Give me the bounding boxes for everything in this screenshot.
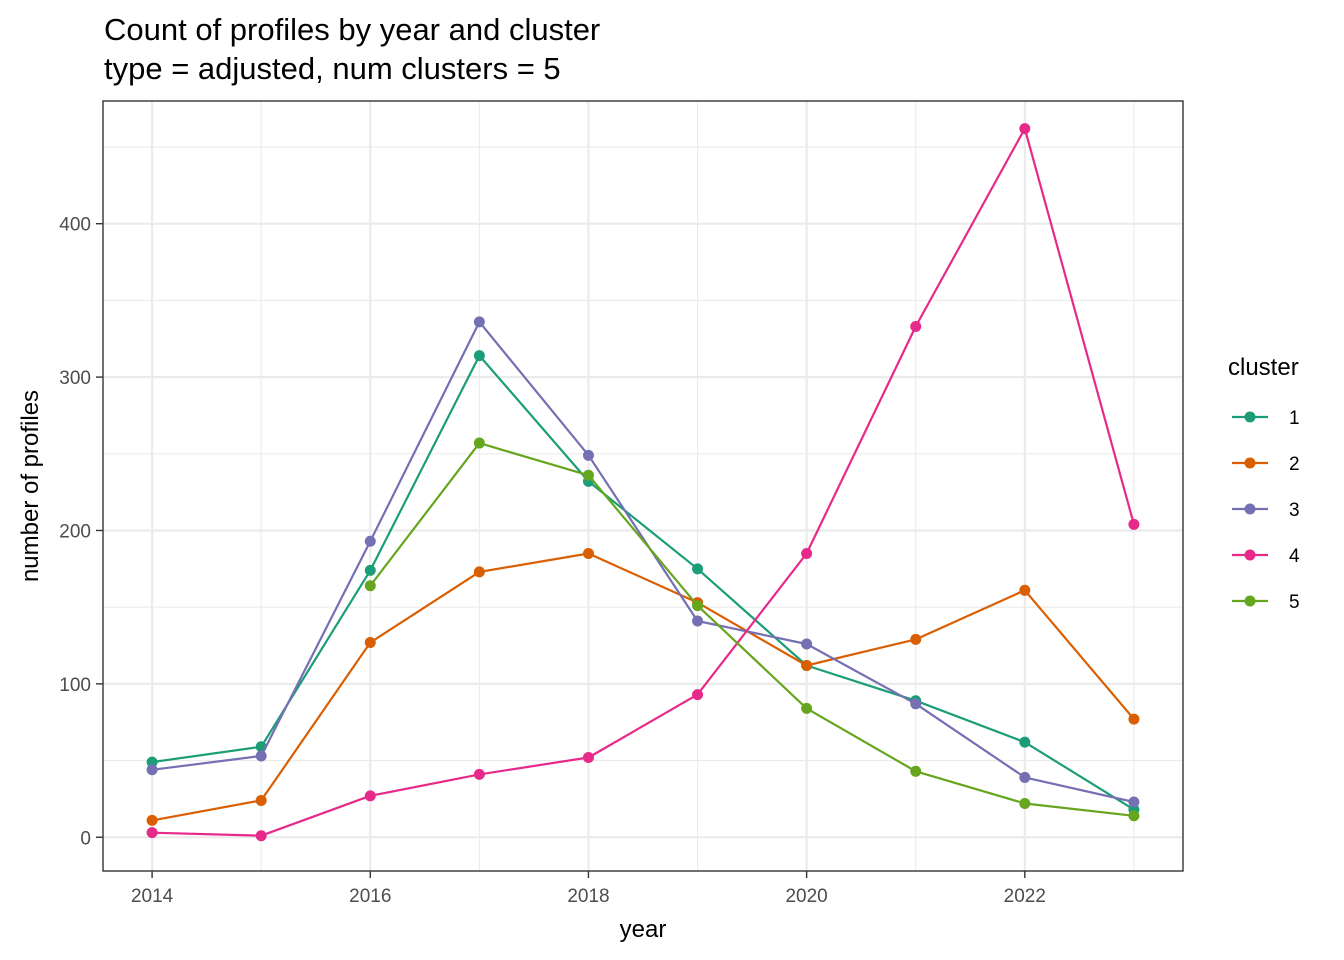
legend-item-2: 2 xyxy=(1232,454,1300,475)
data-point xyxy=(1019,736,1031,748)
data-point xyxy=(1019,771,1031,783)
data-point xyxy=(364,636,376,648)
data-point xyxy=(1019,123,1031,135)
legend-key-point xyxy=(1244,457,1256,469)
x-tick-label: 2016 xyxy=(349,886,391,907)
data-point xyxy=(146,756,158,768)
data-point xyxy=(1128,518,1140,530)
series-3 xyxy=(146,316,1140,808)
series-line-1 xyxy=(151,354,1135,811)
legend-item-5: 5 xyxy=(1232,592,1300,613)
legend-item-4: 4 xyxy=(1232,546,1300,567)
data-point xyxy=(364,580,376,592)
x-tick-label: 2022 xyxy=(1004,886,1046,907)
data-point xyxy=(801,702,813,714)
data-point xyxy=(146,814,158,826)
data-point xyxy=(473,437,485,449)
data-point xyxy=(801,547,813,559)
legend-label: 2 xyxy=(1289,454,1300,475)
legend: cluster 1 2 3 4 5 xyxy=(1228,354,1300,613)
data-point xyxy=(692,600,704,612)
data-point xyxy=(582,469,594,481)
data-point xyxy=(582,547,594,559)
y-axis: 0 100 200 300 400 xyxy=(59,215,103,849)
data-point xyxy=(1019,798,1031,810)
legend-label: 1 xyxy=(1289,408,1300,429)
chart-title: Count of profiles by year and cluster xyxy=(104,12,600,47)
data-point xyxy=(146,764,158,776)
legend-item-3: 3 xyxy=(1232,500,1300,521)
data-point xyxy=(910,698,922,710)
x-axis: 2014 2016 2018 2020 2022 xyxy=(131,871,1046,907)
legend-key-point xyxy=(1244,595,1256,607)
legend-label: 5 xyxy=(1289,592,1300,613)
data-point xyxy=(1128,713,1140,725)
series-line-2 xyxy=(151,552,1135,822)
series-line-5 xyxy=(369,442,1135,817)
data-point xyxy=(910,320,922,332)
data-point xyxy=(582,449,594,461)
data-point xyxy=(473,768,485,780)
data-point xyxy=(473,566,485,578)
panel-background xyxy=(103,101,1183,871)
plot-panel xyxy=(102,100,1184,872)
y-tick-label: 100 xyxy=(59,675,91,696)
data-point xyxy=(255,794,267,806)
data-point xyxy=(255,830,267,842)
x-tick-label: 2020 xyxy=(785,886,827,907)
legend-key-point xyxy=(1244,411,1256,423)
data-point xyxy=(364,535,376,547)
data-point xyxy=(255,750,267,762)
y-tick-label: 400 xyxy=(59,215,91,236)
chart-subtitle: type = adjusted, num clusters = 5 xyxy=(104,51,561,86)
series-line-3 xyxy=(151,320,1135,804)
data-point xyxy=(692,615,704,627)
x-axis-title: year xyxy=(620,916,667,943)
legend-label: 4 xyxy=(1289,546,1300,567)
minor-gridlines xyxy=(103,101,1183,871)
data-point xyxy=(582,751,594,763)
x-tick-label: 2014 xyxy=(131,886,174,907)
data-point xyxy=(1128,810,1140,822)
legend-key-point xyxy=(1244,503,1256,515)
y-tick-label: 0 xyxy=(80,828,91,849)
legend-title: cluster xyxy=(1228,354,1299,381)
data-point xyxy=(910,765,922,777)
data-point xyxy=(473,316,485,328)
series-layer xyxy=(146,123,1140,842)
y-axis-title: number of profiles xyxy=(17,390,44,582)
panel-border xyxy=(102,100,1184,872)
data-point xyxy=(146,827,158,839)
series-4 xyxy=(146,123,1140,842)
data-point xyxy=(1019,584,1031,596)
legend-label: 3 xyxy=(1289,500,1300,521)
data-point xyxy=(473,350,485,362)
legend-item-1: 1 xyxy=(1232,408,1300,429)
legend-key-point xyxy=(1244,549,1256,561)
data-point xyxy=(364,790,376,802)
series-2 xyxy=(146,547,1140,826)
data-point xyxy=(692,563,704,575)
y-tick-label: 200 xyxy=(59,521,91,542)
series-5 xyxy=(364,437,1140,822)
data-point xyxy=(801,638,813,650)
data-point xyxy=(1128,796,1140,808)
series-1 xyxy=(146,350,1140,816)
data-point xyxy=(692,689,704,701)
data-point xyxy=(801,659,813,671)
x-tick-label: 2018 xyxy=(567,886,609,907)
data-point xyxy=(910,633,922,645)
series-line-4 xyxy=(152,127,1135,837)
data-point xyxy=(364,564,376,576)
y-tick-label: 300 xyxy=(59,368,91,389)
legend-items: 1 2 3 4 5 xyxy=(1232,408,1300,613)
